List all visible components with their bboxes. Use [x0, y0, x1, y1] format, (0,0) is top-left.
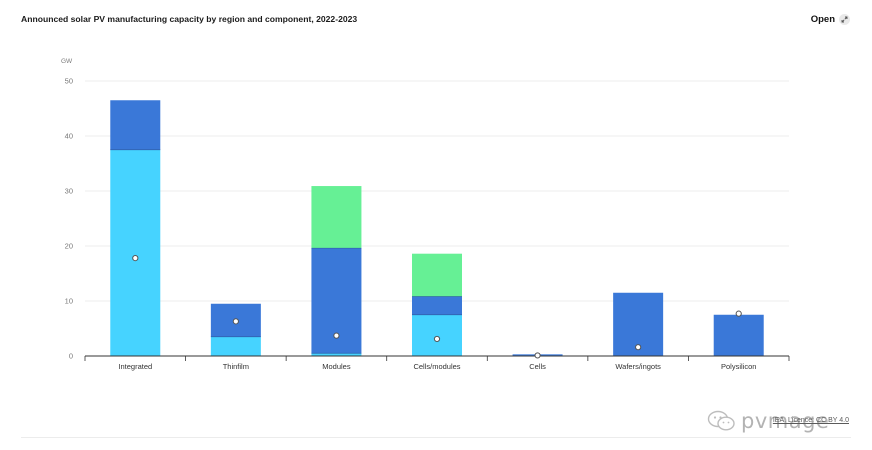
bar-segment: [713, 314, 764, 356]
marker-point: [534, 352, 541, 359]
bar-segment: [412, 314, 462, 356]
open-button[interactable]: Open: [811, 14, 850, 25]
bar-segment: [110, 100, 161, 150]
x-tick-label: Polysilicon: [721, 362, 756, 371]
y-axis-label: GW: [61, 58, 73, 65]
x-axis-ticks: Integrated Thinfilm Modules Cells/modules Ce…: [118, 362, 756, 371]
bar-segment: [311, 353, 362, 356]
marker-point: [232, 318, 239, 325]
bar-segment: [110, 149, 161, 356]
bar-segment: [412, 253, 462, 297]
bar-segment: [412, 296, 462, 315]
wechat-icon: [707, 410, 735, 431]
chart: GW 0 10 20 30 40 50 Integrated Thinfilm Modules…: [61, 58, 790, 371]
x-tick-label: Wafers/ingots: [615, 362, 661, 371]
marker-point: [333, 332, 340, 339]
y-tick-label: 30: [65, 187, 73, 196]
watermark: pvmage: [707, 409, 829, 433]
marker-point: [735, 310, 742, 317]
watermark-text: pvmage: [741, 409, 830, 433]
bars: [110, 100, 764, 356]
x-tick-label: Cells: [529, 362, 546, 371]
y-tick-label: 0: [69, 352, 73, 361]
y-tick-label: 20: [65, 242, 73, 251]
expand-icon: [839, 14, 850, 25]
y-tick-label: 50: [65, 77, 73, 86]
x-tick-label: Cells/modules: [413, 362, 460, 371]
markers: [132, 255, 742, 359]
license-link[interactable]: IEA. Licence: CC BY 4.0: [772, 417, 849, 424]
y-axis-ticks: 0 10 20 30 40 50: [65, 77, 73, 361]
x-axis: [84, 355, 790, 361]
marker-point: [635, 344, 642, 351]
y-tick-label: 40: [65, 132, 73, 141]
x-tick-label: Modules: [322, 362, 351, 371]
marker-point: [433, 335, 441, 343]
gridlines: [85, 80, 789, 302]
marker-point: [132, 255, 139, 262]
footer-note: [21, 444, 261, 450]
x-tick-label: Integrated: [118, 362, 152, 371]
chart-title: Announced solar PV manufacturing capacit…: [21, 14, 358, 24]
bar-segment: [210, 336, 261, 356]
y-tick-label: 10: [65, 297, 73, 306]
bar-segment: [311, 186, 362, 249]
open-label: Open: [810, 14, 835, 25]
x-tick-label: Thinfilm: [223, 362, 249, 371]
footer-divider: [21, 437, 851, 438]
